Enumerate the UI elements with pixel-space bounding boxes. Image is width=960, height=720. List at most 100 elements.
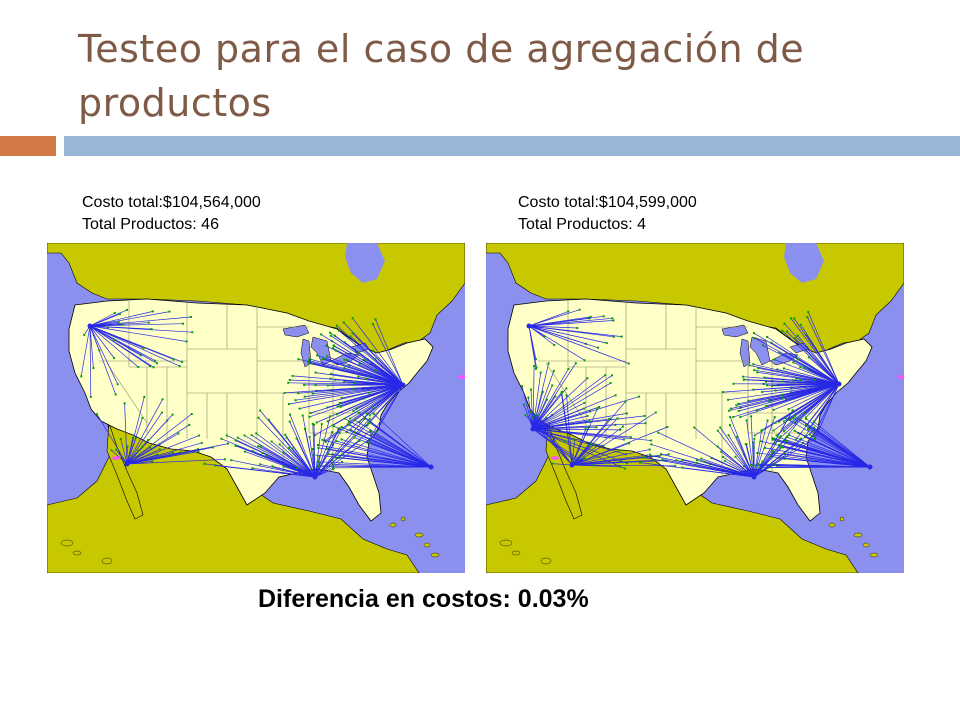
customer-point: [331, 463, 334, 466]
customer-point: [626, 462, 629, 465]
customer-point: [608, 418, 611, 420]
customer-point: [611, 317, 614, 320]
customer-point: [532, 416, 534, 419]
customer-point: [158, 448, 161, 451]
customer-point: [543, 335, 546, 338]
customer-point: [168, 310, 171, 313]
customer-point: [552, 369, 555, 372]
customer-point: [340, 397, 343, 399]
customer-point: [783, 322, 786, 325]
customer-point: [654, 411, 657, 414]
route-line: [126, 396, 145, 465]
customer-point: [604, 374, 607, 377]
customer-point: [766, 419, 769, 422]
customer-point: [747, 399, 750, 402]
customer-point: [783, 430, 785, 433]
customer-point: [329, 415, 332, 418]
route-line: [89, 325, 154, 368]
route-line: [279, 444, 316, 478]
customer-point: [729, 407, 732, 410]
customer-point: [114, 393, 117, 396]
customer-point: [150, 328, 153, 331]
route-line: [521, 386, 534, 430]
customer-point: [612, 319, 615, 322]
route-line: [341, 439, 432, 468]
customer-point: [753, 337, 756, 340]
customer-point: [353, 436, 356, 439]
customer-point: [812, 434, 815, 437]
island-3: [853, 532, 863, 538]
great-lake-1: [739, 338, 751, 368]
island-7: [839, 516, 845, 522]
customer-point: [766, 384, 769, 387]
customer-point: [752, 441, 755, 444]
route-line: [532, 375, 613, 430]
customer-point: [351, 332, 354, 335]
customer-point: [160, 411, 163, 414]
route-line: [354, 419, 432, 468]
customer-point: [693, 426, 696, 429]
customer-point: [319, 461, 321, 464]
customer-point: [729, 416, 732, 418]
route-line: [251, 434, 316, 478]
customer-point: [326, 384, 329, 387]
customer-point: [616, 417, 619, 420]
customer-point: [773, 463, 776, 466]
customer-point: [573, 438, 576, 441]
route-line: [126, 433, 179, 465]
customer-point: [785, 330, 788, 333]
customer-point: [803, 436, 806, 438]
customer-point: [793, 414, 796, 417]
customer-point: [89, 395, 92, 398]
customer-point: [805, 416, 807, 419]
route-line: [318, 461, 432, 468]
route-line: [347, 423, 432, 468]
customer-point: [178, 365, 181, 368]
customer-point: [661, 458, 664, 461]
customer-point: [291, 447, 294, 450]
customer-point: [779, 446, 782, 449]
route-line: [126, 442, 202, 465]
route-line: [806, 316, 840, 385]
customer-point: [759, 440, 762, 443]
customer-point: [806, 315, 809, 318]
customer-point: [794, 438, 797, 441]
customer-point: [255, 432, 258, 435]
customer-point: [716, 429, 719, 432]
customer-point: [340, 438, 343, 441]
route-line: [89, 325, 92, 397]
route-line: [89, 325, 115, 359]
route-line: [532, 368, 569, 430]
customer-point: [749, 463, 752, 466]
customer-point: [784, 440, 787, 442]
customer-point: [137, 449, 140, 452]
customer-point: [813, 437, 816, 440]
customer-point: [80, 375, 83, 378]
customer-point: [521, 385, 523, 388]
customer-point: [696, 462, 699, 465]
route-line: [295, 384, 404, 401]
customer-point: [735, 435, 738, 438]
customer-point: [551, 384, 554, 387]
route-line: [313, 424, 316, 478]
customer-point: [614, 394, 617, 397]
customer-point: [620, 335, 623, 338]
route-line: [292, 375, 404, 386]
distribution-hub-1: [530, 426, 536, 432]
route-line: [285, 434, 316, 478]
customer-point: [349, 335, 352, 338]
customer-point: [336, 324, 338, 327]
customer-point: [185, 340, 188, 343]
customer-point: [327, 453, 330, 456]
route-line: [682, 467, 755, 478]
customer-point: [798, 417, 801, 420]
route-line: [528, 325, 629, 364]
customer-point: [560, 391, 563, 393]
customer-point: [529, 411, 532, 413]
customer-point: [118, 313, 121, 316]
route-line: [528, 325, 578, 329]
route-line: [532, 402, 585, 430]
baja-peninsula: [106, 422, 144, 520]
customer-point: [303, 383, 306, 386]
route-line: [794, 337, 840, 385]
